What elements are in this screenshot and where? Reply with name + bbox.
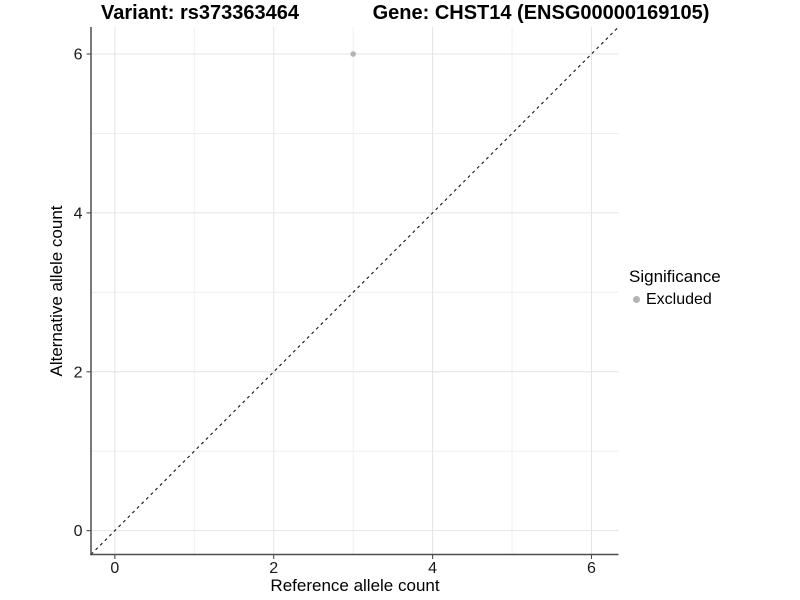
legend-item-excluded: Excluded [629, 290, 721, 309]
variant-title: Variant: rs373363464 [101, 2, 299, 24]
x-tick-label: 6 [587, 560, 596, 577]
legend-item-label: Excluded [646, 291, 712, 308]
x-tick-label: 4 [428, 560, 437, 577]
legend: Significance Excluded [629, 267, 721, 309]
y-axis-label: Alternative allele count [47, 205, 66, 377]
y-tick-label: 0 [74, 523, 83, 540]
data-point [350, 51, 356, 57]
identity-dashed-line [90, 26, 619, 555]
x-tick-label: 0 [110, 560, 119, 577]
x-axis-label: Reference allele count [270, 576, 440, 595]
y-tick-label: 4 [74, 205, 83, 222]
x-tick-label: 2 [269, 560, 278, 577]
excluded-point-icon [633, 296, 640, 303]
legend-title: Significance [629, 267, 721, 286]
y-tick-label: 2 [74, 364, 83, 381]
y-tick-label: 6 [74, 47, 83, 64]
gene-title: Gene: CHST14 (ENSG00000169105) [372, 2, 710, 24]
